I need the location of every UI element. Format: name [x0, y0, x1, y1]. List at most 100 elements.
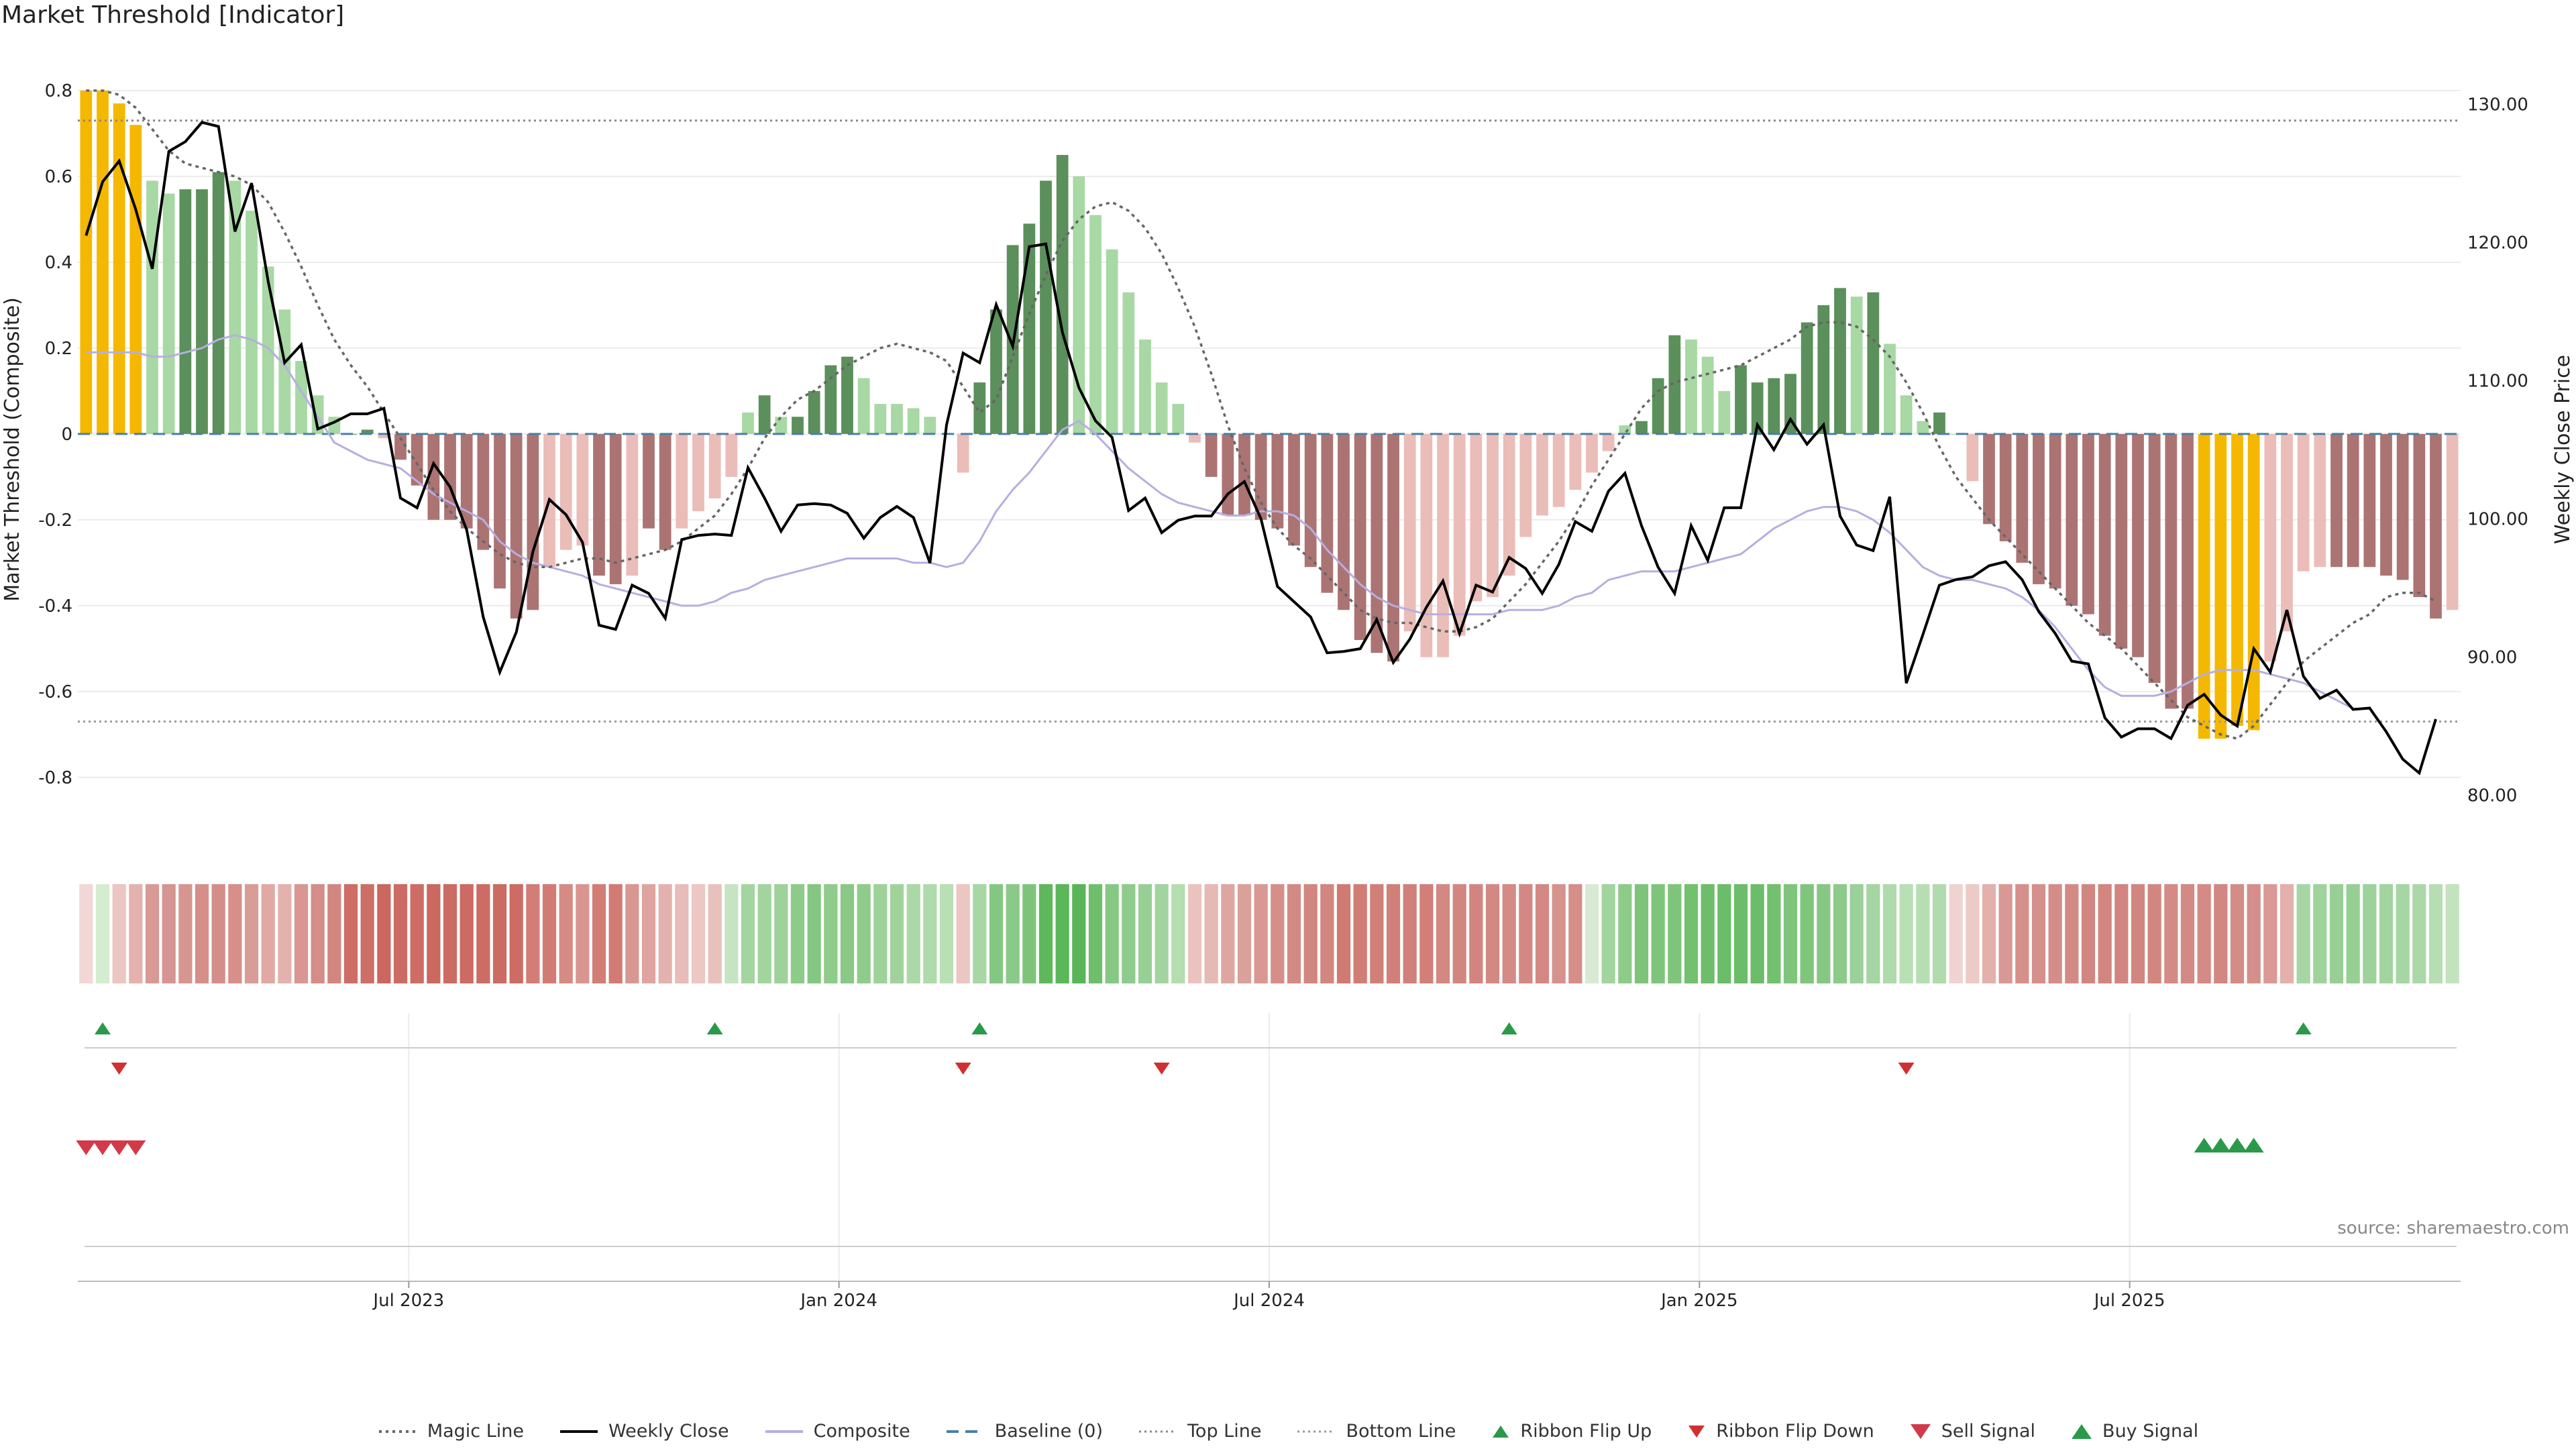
composite-bar: [146, 180, 158, 434]
ribbon-cell: [377, 884, 391, 983]
ribbon-cell: [1783, 884, 1798, 983]
composite-bar: [2198, 433, 2210, 739]
composite-bar: [1139, 339, 1151, 434]
composite-bar: [1354, 433, 1366, 641]
ribbon-cell: [1668, 884, 1682, 983]
ribbon-cell: [1966, 884, 1980, 983]
legend-top-label: Top Line: [1187, 1421, 1262, 1442]
composite-bar: [97, 91, 109, 434]
composite-bar: [246, 211, 258, 434]
sell-signal-icon: [1910, 1424, 1931, 1439]
ribbon-cell: [956, 884, 970, 983]
x-tick-label: Jul 2023: [372, 1291, 444, 1311]
ribbon-cell: [1419, 884, 1434, 983]
composite-bar: [1817, 305, 1830, 434]
ribbon-cell: [2098, 884, 2112, 983]
ribbon-cell: [1750, 884, 1764, 983]
magic-line: [86, 89, 2436, 741]
ribbon-cell: [278, 884, 292, 983]
composite-bar: [1602, 433, 1615, 451]
composite-bar: [1685, 339, 1697, 434]
composite-bar: [229, 180, 241, 434]
composite-bar: [1900, 395, 1913, 434]
ribbon-flip-markers: [85, 1022, 2457, 1075]
composite-bar: [1784, 374, 1796, 434]
y-tick-label-left: -0.8: [38, 768, 72, 788]
composite-bar: [874, 404, 887, 434]
ribbon-cell: [1022, 884, 1036, 983]
ribbon-cell: [939, 884, 954, 983]
legend-close-swatch: [560, 1430, 598, 1433]
ribbon-cell: [1138, 884, 1152, 983]
ribbon-cell: [1370, 884, 1384, 983]
composite-bar: [477, 433, 490, 550]
legend-baseline-label: Baseline (0): [994, 1421, 1104, 1442]
composite-bar: [1569, 433, 1582, 490]
composite-bar: [1056, 154, 1069, 434]
composite-bar: [824, 365, 837, 434]
composite-bar: [527, 433, 539, 610]
ribbon-cell: [492, 884, 507, 983]
composite-bar: [1122, 292, 1135, 434]
ribbon-cell: [1701, 884, 1715, 983]
ribbon-cell: [509, 884, 523, 983]
y-tick-label-left: 0.8: [45, 81, 72, 101]
composite-bar: [1552, 433, 1565, 507]
ribbon-cell: [2428, 884, 2443, 983]
ribbon-cell: [228, 884, 242, 983]
y-tick-label-left: 0.4: [45, 253, 72, 273]
composite-bar: [1023, 223, 1036, 434]
composite-bar: [1949, 433, 1962, 435]
composite-bar: [196, 189, 208, 434]
ribbon-cell: [923, 884, 937, 983]
legend-composite: Composite: [764, 1421, 910, 1442]
ribbon-cell: [608, 884, 623, 983]
ribbon-cell: [79, 884, 93, 983]
composite-bar: [1155, 382, 1168, 434]
legend-bottom-label: Bottom Line: [1346, 1421, 1456, 1442]
composite-bar: [2016, 433, 2029, 563]
legend-magic-swatch: [378, 1430, 417, 1433]
ribbon-flip-up-marker: [95, 1022, 111, 1034]
composite-bar: [2430, 433, 2442, 619]
composite-bar: [2148, 433, 2161, 684]
ribbon-cell: [2131, 884, 2145, 983]
ribbon-cell: [1403, 884, 1417, 983]
y-tick-label-right: 100.00: [2467, 509, 2528, 529]
ribbon-cell: [1833, 884, 1847, 983]
ribbon-cell: [906, 884, 920, 983]
ribbon-cell: [1817, 884, 1831, 983]
buy-signal-marker: [2210, 1138, 2231, 1152]
ribbon-cell: [1535, 884, 1550, 983]
composite-bar: [1884, 343, 1896, 434]
ribbon-cell: [360, 884, 374, 983]
y-tick-label-right: 130.00: [2467, 95, 2528, 115]
ribbon-cell: [973, 884, 987, 983]
ribbon-cell: [343, 884, 358, 983]
signal-markers: [76, 1138, 2457, 1247]
legend-flip-up: Ribbon Flip Up: [1491, 1421, 1652, 1442]
composite-bar: [1735, 365, 1747, 434]
composite-bar: [1966, 433, 1979, 482]
ribbon-flip-down-icon: [1688, 1425, 1705, 1438]
ribbon-cell: [774, 884, 788, 983]
ribbon-cell: [1303, 884, 1318, 983]
composite-bar: [1040, 180, 1052, 434]
composite-bar: [2347, 433, 2359, 568]
ribbon-cell: [1882, 884, 1897, 983]
composite-bar: [973, 382, 986, 434]
ribbon-cell: [1105, 884, 1119, 983]
composite-bar: [2314, 433, 2326, 568]
sell-signal-marker: [125, 1140, 146, 1155]
ribbon-cell: [757, 884, 771, 983]
composite-bar: [990, 309, 1002, 434]
composite-bar: [1652, 378, 1664, 434]
ribbon-cell: [476, 884, 490, 983]
page-title: Market Threshold [Indicator]: [1, 1, 345, 29]
composite-bar: [2396, 433, 2409, 580]
composite-bar: [2182, 433, 2194, 709]
ribbon-cell: [873, 884, 888, 983]
ribbon-cell: [641, 884, 656, 983]
y-tick-label-left: -0.2: [38, 511, 72, 531]
ribbon-cell: [2346, 884, 2360, 983]
